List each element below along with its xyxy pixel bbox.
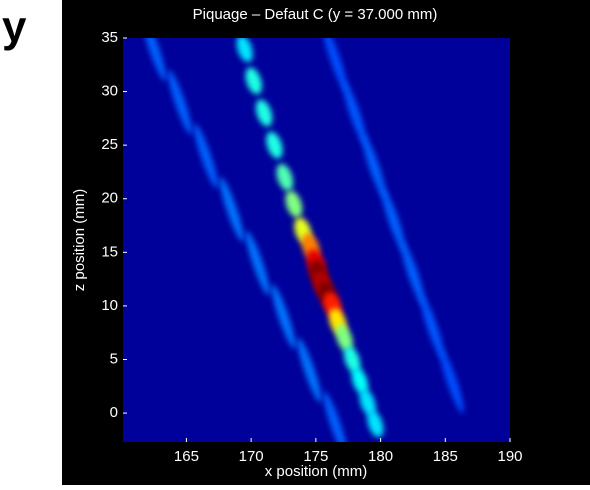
heat-cell — [381, 187, 406, 253]
heat-cell — [420, 295, 445, 360]
x-tick-label: 185 — [433, 448, 458, 465]
y-tick-label: 0 — [110, 404, 118, 421]
x-tick-label: 175 — [303, 448, 328, 465]
y-tick-label: 35 — [101, 29, 118, 46]
heat-cell — [255, 99, 273, 127]
heat-cell — [276, 163, 294, 191]
heat-cell — [359, 388, 376, 416]
heat-cell — [167, 70, 192, 135]
heat-cell — [439, 348, 464, 414]
chart-title: Piquage – Defaut C (y = 37.000 mm) — [193, 6, 438, 23]
heat-cell — [323, 391, 348, 442]
heatmap — [142, 38, 464, 442]
heat-cell — [297, 338, 322, 403]
heat-cell — [219, 177, 244, 242]
y-tick-label: 10 — [101, 297, 118, 314]
heat-cell — [335, 324, 353, 352]
heat-cell — [343, 346, 361, 373]
y-axis-label: z position (mm) — [71, 189, 88, 292]
x-tick-label: 165 — [174, 448, 199, 465]
heat-cell — [271, 284, 296, 349]
left-margin — [0, 0, 62, 485]
y-tick-label: 20 — [101, 190, 118, 207]
heat-cell — [266, 131, 283, 159]
y-tick-label: 25 — [101, 136, 118, 153]
heat-cell — [193, 123, 218, 189]
heat-cell — [142, 38, 167, 81]
heat-cell — [236, 38, 253, 63]
heat-cell — [245, 67, 262, 95]
x-tick-label: 170 — [239, 448, 264, 465]
y-tick-label: 5 — [110, 350, 118, 367]
heat-cell — [367, 410, 384, 438]
heat-cell — [323, 38, 348, 92]
heat-cell — [400, 241, 425, 306]
cut-text: y — [2, 3, 27, 52]
heat-cell — [245, 230, 270, 296]
x-axis-label: x position (mm) — [265, 463, 368, 480]
x-tick-label: 190 — [497, 448, 522, 465]
x-tick-label: 180 — [368, 448, 393, 465]
y-tick-label: 30 — [101, 83, 118, 100]
heat-cell — [285, 190, 303, 218]
heat-cell — [351, 367, 369, 395]
heat-cell — [342, 80, 367, 146]
y-tick-label: 15 — [101, 243, 118, 260]
heat-cell — [362, 134, 387, 199]
